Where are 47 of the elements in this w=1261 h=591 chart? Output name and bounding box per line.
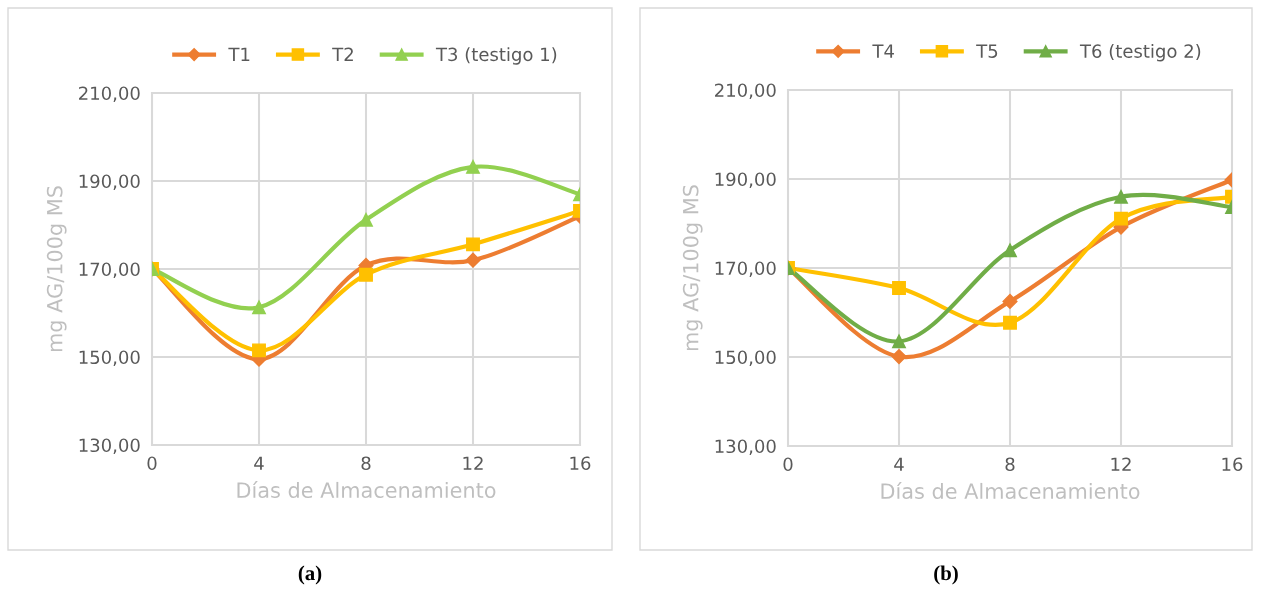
point xyxy=(892,334,906,349)
legend-label: T4 xyxy=(872,44,894,58)
text: (b) xyxy=(934,565,958,585)
legend-label: T5 xyxy=(976,44,998,58)
point xyxy=(1003,243,1017,258)
text: (a) xyxy=(298,565,322,585)
point xyxy=(1114,189,1128,204)
point xyxy=(359,267,373,282)
y-axis-title: mg AG/100g MS xyxy=(682,185,703,351)
y-tick-label: 170,00 xyxy=(79,262,140,278)
point xyxy=(466,159,480,174)
x-tick-label: 8 xyxy=(361,456,371,471)
x-tick-label: 12 xyxy=(463,456,483,470)
x-tick-label: 0 xyxy=(783,457,793,472)
y-tick-label: 150,00 xyxy=(715,350,776,366)
x-axis-title: Días de Almacenamiento xyxy=(237,481,496,499)
x-tick-label: 4 xyxy=(894,457,904,471)
point xyxy=(359,212,373,227)
point xyxy=(1114,211,1128,226)
legend-label: T1 xyxy=(228,47,250,61)
point xyxy=(252,343,266,358)
point xyxy=(252,300,266,315)
legend-label: T3 (testigo 1) xyxy=(435,47,557,65)
point xyxy=(466,237,480,252)
legend-label: T2 xyxy=(332,47,353,61)
y-tick-label: 190,00 xyxy=(79,174,140,190)
y-tick-label: 150,00 xyxy=(79,350,140,366)
y-tick-label: 130,00 xyxy=(715,439,776,455)
legend-label: T6 (testigo 2) xyxy=(1079,43,1201,62)
x-tick-label: 8 xyxy=(1005,457,1015,472)
point xyxy=(465,252,481,268)
y-tick-label: 210,00 xyxy=(715,83,776,99)
y-tick-label: 210,00 xyxy=(79,86,140,102)
y-tick-label: 170,00 xyxy=(715,261,776,277)
x-tick-label: 12 xyxy=(1111,457,1131,471)
y-axis-title: mg AG/100g MS xyxy=(46,186,67,352)
point xyxy=(891,348,907,365)
point xyxy=(1003,315,1017,330)
point xyxy=(892,281,906,295)
x-axis-title: Días de Almacenamiento xyxy=(881,482,1140,500)
x-tick-label: 4 xyxy=(254,456,264,470)
y-tick-label: 130,00 xyxy=(79,438,140,454)
y-tick-label: 190,00 xyxy=(715,172,776,188)
x-tick-label: 16 xyxy=(1222,457,1243,472)
point xyxy=(1002,293,1018,309)
x-tick-label: 0 xyxy=(147,456,157,471)
x-tick-label: 16 xyxy=(570,456,591,471)
